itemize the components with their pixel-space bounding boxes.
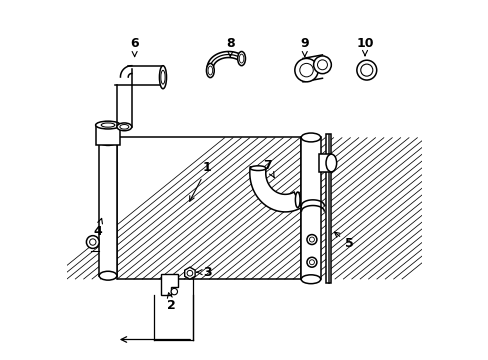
- Ellipse shape: [325, 154, 336, 172]
- Bar: [117, 138, 301, 279]
- Ellipse shape: [96, 121, 120, 129]
- Ellipse shape: [301, 133, 320, 142]
- Ellipse shape: [159, 66, 166, 89]
- Bar: [96, 125, 120, 145]
- Circle shape: [86, 236, 99, 248]
- Ellipse shape: [99, 271, 117, 280]
- Ellipse shape: [239, 54, 244, 63]
- Text: 6: 6: [130, 37, 139, 57]
- Ellipse shape: [117, 123, 132, 131]
- Circle shape: [294, 58, 318, 82]
- Text: 9: 9: [300, 37, 308, 57]
- Ellipse shape: [101, 123, 115, 127]
- Circle shape: [306, 257, 316, 267]
- Ellipse shape: [295, 192, 300, 208]
- Circle shape: [309, 237, 314, 242]
- Circle shape: [309, 260, 314, 265]
- Bar: [301, 138, 320, 279]
- Bar: [318, 154, 331, 172]
- Text: 2: 2: [167, 293, 176, 312]
- Circle shape: [306, 235, 316, 244]
- Polygon shape: [249, 167, 301, 212]
- Ellipse shape: [250, 166, 265, 171]
- Text: 8: 8: [225, 37, 234, 57]
- Polygon shape: [184, 267, 195, 279]
- Ellipse shape: [207, 66, 212, 75]
- Polygon shape: [161, 274, 178, 295]
- Bar: [117, 138, 301, 279]
- Text: 4: 4: [93, 219, 102, 238]
- Circle shape: [187, 270, 192, 276]
- Text: 5: 5: [334, 232, 353, 250]
- Ellipse shape: [99, 136, 117, 145]
- Ellipse shape: [120, 125, 128, 129]
- Bar: [117, 138, 301, 279]
- Text: 7: 7: [263, 159, 274, 177]
- Ellipse shape: [206, 63, 214, 78]
- Circle shape: [317, 60, 327, 70]
- Bar: [325, 134, 330, 283]
- Bar: [99, 141, 117, 276]
- Circle shape: [171, 288, 177, 295]
- Ellipse shape: [161, 70, 165, 84]
- Text: 10: 10: [356, 37, 373, 56]
- Text: 1: 1: [189, 161, 211, 201]
- Circle shape: [360, 64, 372, 76]
- Ellipse shape: [301, 275, 320, 284]
- Circle shape: [299, 63, 313, 77]
- Text: 3: 3: [197, 266, 211, 279]
- Ellipse shape: [237, 51, 245, 66]
- Circle shape: [356, 60, 376, 80]
- Circle shape: [313, 56, 331, 74]
- Circle shape: [89, 239, 96, 245]
